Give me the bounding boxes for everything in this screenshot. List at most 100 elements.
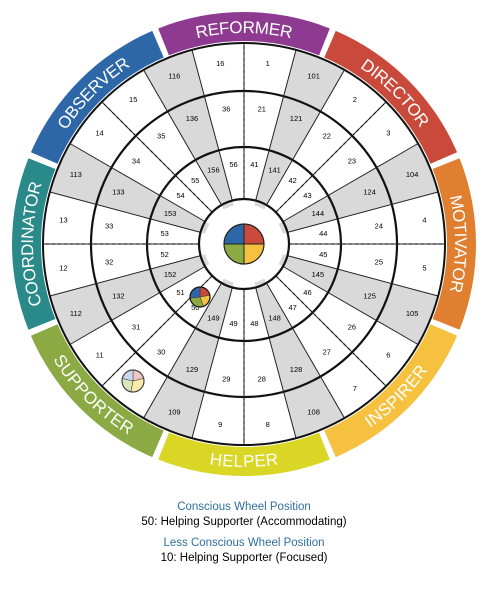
wheel-position-numbers: 1101231044510567108891091011112121311314… xyxy=(59,59,426,429)
position-number: 108 xyxy=(307,408,320,417)
position-number: 52 xyxy=(161,250,169,259)
position-number: 30 xyxy=(157,347,165,356)
position-number: 45 xyxy=(319,250,327,259)
position-number: 101 xyxy=(307,71,320,80)
position-number: 47 xyxy=(289,303,297,312)
solid-divider xyxy=(143,69,222,206)
position-number: 28 xyxy=(258,374,266,383)
position-number: 51 xyxy=(176,288,184,297)
position-number: 33 xyxy=(105,222,113,231)
position-number: 21 xyxy=(258,105,266,114)
less-conscious-position-marker xyxy=(121,369,145,393)
solid-divider xyxy=(287,255,439,297)
less-conscious-position-title: Less Conscious Wheel Position xyxy=(163,537,325,549)
shaded-wedge xyxy=(278,254,438,344)
position-number: 6 xyxy=(386,350,390,359)
position-number: 149 xyxy=(207,313,220,322)
position-number: 55 xyxy=(191,176,199,185)
dashed-divider xyxy=(101,101,213,213)
position-number: 44 xyxy=(319,229,327,238)
solid-divider xyxy=(255,287,297,439)
solid-divider xyxy=(266,69,345,206)
position-number: 156 xyxy=(207,166,220,175)
position-number: 153 xyxy=(164,209,177,218)
position-number: 129 xyxy=(186,365,199,374)
position-number: 31 xyxy=(132,322,140,331)
segment-inspirer xyxy=(324,324,458,458)
position-number: 24 xyxy=(375,222,383,231)
position-number: 36 xyxy=(222,105,230,114)
position-number: 26 xyxy=(348,322,356,331)
position-number: 128 xyxy=(290,365,303,374)
position-number: 11 xyxy=(96,350,104,359)
segment-reformer xyxy=(158,12,330,56)
center-quadrant xyxy=(244,244,264,264)
position-number: 13 xyxy=(59,216,67,225)
position-number: 125 xyxy=(363,292,376,301)
segment-coordinator xyxy=(12,158,56,330)
position-number: 2 xyxy=(353,95,357,104)
conscious-position-marker xyxy=(189,286,211,308)
shaded-wedge xyxy=(50,144,210,234)
center-quadrant xyxy=(244,224,264,244)
solid-divider xyxy=(191,49,233,201)
segment-motivator xyxy=(432,158,476,330)
position-number: 46 xyxy=(303,288,311,297)
position-number: 121 xyxy=(290,114,303,123)
position-number: 54 xyxy=(176,191,184,200)
position-number: 41 xyxy=(250,160,258,169)
position-number: 4 xyxy=(422,216,426,225)
position-number: 22 xyxy=(323,132,331,141)
position-number: 14 xyxy=(95,129,103,138)
conscious-position-title: Conscious Wheel Position xyxy=(177,501,311,513)
position-number: 50 xyxy=(191,303,199,312)
shaded-wedge xyxy=(254,50,344,210)
conscious-position-value: 50: Helping Supporter (Accommodating) xyxy=(141,516,347,528)
position-number: 145 xyxy=(312,270,325,279)
position-number: 32 xyxy=(105,257,113,266)
position-number: 132 xyxy=(112,292,125,301)
solid-divider xyxy=(49,255,201,297)
position-number: 12 xyxy=(59,263,67,272)
center-color-circle xyxy=(223,223,265,265)
position-number: 49 xyxy=(229,319,237,328)
position-number: 124 xyxy=(363,187,376,196)
position-number: 27 xyxy=(323,347,331,356)
position-number: 141 xyxy=(268,166,281,175)
segment-director xyxy=(324,30,458,164)
dashed-divider xyxy=(275,275,387,387)
position-number: 8 xyxy=(266,420,270,429)
position-number: 104 xyxy=(406,170,419,179)
position-number: 43 xyxy=(303,191,311,200)
position-number: 112 xyxy=(70,309,82,318)
position-number: 1 xyxy=(266,59,270,68)
shaded-wedge xyxy=(254,278,344,438)
position-number: 15 xyxy=(129,95,137,104)
shaded-wedge xyxy=(144,278,234,438)
position-number: 23 xyxy=(348,157,356,166)
solid-divider xyxy=(255,49,297,201)
position-markers xyxy=(121,286,211,393)
segment-helper xyxy=(158,432,330,476)
solid-divider xyxy=(282,266,419,345)
position-number: 34 xyxy=(132,157,140,166)
solid-divider xyxy=(49,191,201,233)
segment-supporter xyxy=(30,324,164,458)
center-quadrant xyxy=(224,224,244,244)
position-number: 116 xyxy=(168,71,180,80)
shaded-wedge xyxy=(144,50,234,210)
shaded-wedge xyxy=(278,144,438,234)
segment-observer xyxy=(30,30,164,164)
shaded-wedge xyxy=(50,254,210,344)
solid-divider xyxy=(191,287,233,439)
wheel-position-captions: Conscious Wheel Position 50: Helping Sup… xyxy=(0,500,488,566)
position-number: 133 xyxy=(112,187,125,196)
position-number: 53 xyxy=(161,229,169,238)
position-number: 152 xyxy=(164,270,177,279)
position-number: 25 xyxy=(375,257,383,266)
wheel-wedges xyxy=(50,50,438,438)
dashed-divider xyxy=(275,101,387,213)
position-number: 109 xyxy=(168,408,181,417)
position-number: 35 xyxy=(157,132,165,141)
